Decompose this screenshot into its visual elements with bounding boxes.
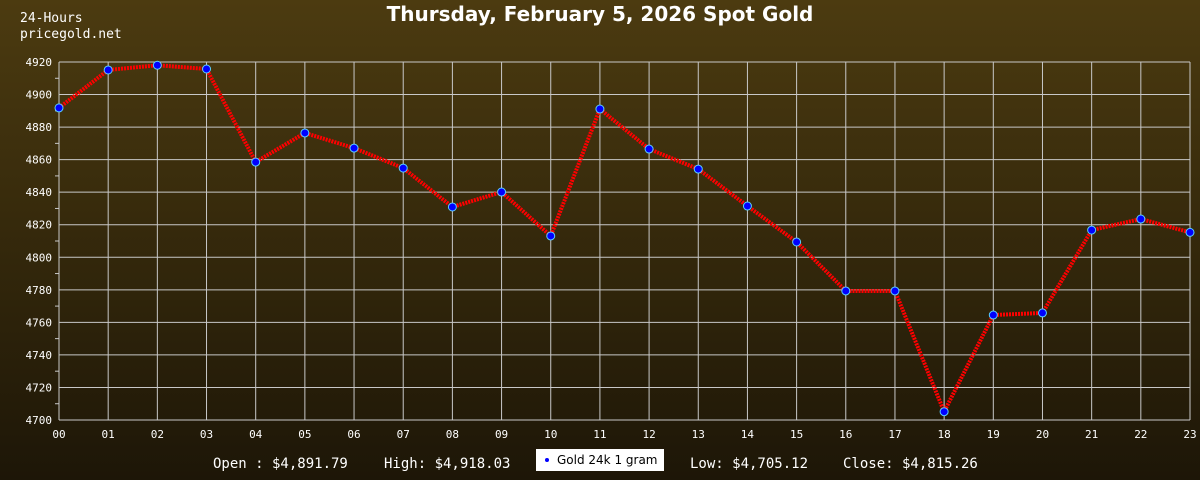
series-line xyxy=(57,63,1191,417)
x-tick-label: 18 xyxy=(938,428,951,441)
data-point xyxy=(1185,227,1195,237)
data-point xyxy=(54,103,64,113)
data-point xyxy=(939,407,949,417)
data-point xyxy=(546,231,556,241)
y-tick-label: 4780 xyxy=(26,284,53,297)
x-tick-label: 10 xyxy=(544,428,557,441)
y-tick-label: 4820 xyxy=(26,219,53,232)
y-tick-label: 4720 xyxy=(26,381,53,394)
x-tick-label: 19 xyxy=(987,428,1000,441)
legend: Gold 24k 1 gram xyxy=(536,449,664,471)
data-point xyxy=(1037,308,1047,318)
data-point xyxy=(1087,225,1097,235)
data-point xyxy=(447,202,457,212)
data-point xyxy=(398,163,408,173)
data-point xyxy=(792,237,802,247)
data-point xyxy=(595,104,605,114)
x-tick-label: 07 xyxy=(397,428,410,441)
x-tick-label: 05 xyxy=(298,428,311,441)
low-stat: Low: $4,705.12 xyxy=(690,456,809,472)
x-tick-label: 11 xyxy=(593,428,606,441)
data-point xyxy=(300,128,310,138)
data-point xyxy=(644,144,654,154)
x-tick-label: 13 xyxy=(692,428,705,441)
y-tick-label: 4700 xyxy=(26,414,53,427)
data-point xyxy=(251,157,261,167)
x-tick-label: 00 xyxy=(52,428,65,441)
data-point xyxy=(890,286,900,296)
data-point xyxy=(1136,214,1146,224)
x-tick-label: 23 xyxy=(1183,428,1196,441)
y-tick-label: 4860 xyxy=(26,154,53,167)
legend-marker-icon xyxy=(545,457,549,462)
x-tick-label: 14 xyxy=(741,428,755,441)
x-tick-label: 06 xyxy=(347,428,360,441)
data-point xyxy=(988,310,998,320)
data-point xyxy=(202,64,212,74)
x-tick-label: 09 xyxy=(495,428,508,441)
y-tick-label: 4840 xyxy=(26,186,53,199)
data-point xyxy=(693,164,703,174)
y-tick-label: 4900 xyxy=(26,89,53,102)
high-stat: High: $4,918.03 xyxy=(384,456,511,472)
x-tick-label: 22 xyxy=(1134,428,1147,441)
data-point xyxy=(103,65,113,75)
x-tick-label: 12 xyxy=(642,428,655,441)
data-point xyxy=(152,60,162,70)
y-tick-label: 4920 xyxy=(26,56,53,69)
data-point xyxy=(497,187,507,197)
y-tick-label: 4880 xyxy=(26,121,53,134)
x-tick-label: 15 xyxy=(790,428,803,441)
data-point xyxy=(349,143,359,153)
x-tick-label: 01 xyxy=(102,428,115,441)
y-tick-label: 4740 xyxy=(26,349,53,362)
y-tick-label: 4760 xyxy=(26,316,53,329)
x-tick-label: 02 xyxy=(151,428,164,441)
data-point xyxy=(742,201,752,211)
x-tick-label: 04 xyxy=(249,428,263,441)
x-tick-label: 21 xyxy=(1085,428,1098,441)
site-label: pricegold.net xyxy=(20,27,122,42)
period-label: 24-Hours xyxy=(20,11,83,26)
legend-label: Gold 24k 1 gram xyxy=(557,453,658,467)
x-tick-label: 16 xyxy=(839,428,852,441)
data-point xyxy=(841,286,851,296)
close-stat: Close: $4,815.26 xyxy=(843,456,978,472)
x-tick-label: 17 xyxy=(888,428,901,441)
y-tick-label: 4800 xyxy=(26,251,53,264)
x-tick-label: 08 xyxy=(446,428,459,441)
open-stat: Open : $4,891.79 xyxy=(213,456,348,472)
chart-title: Thursday, February 5, 2026 Spot Gold xyxy=(386,2,814,26)
x-tick-label: 03 xyxy=(200,428,213,441)
x-tick-label: 20 xyxy=(1036,428,1049,441)
